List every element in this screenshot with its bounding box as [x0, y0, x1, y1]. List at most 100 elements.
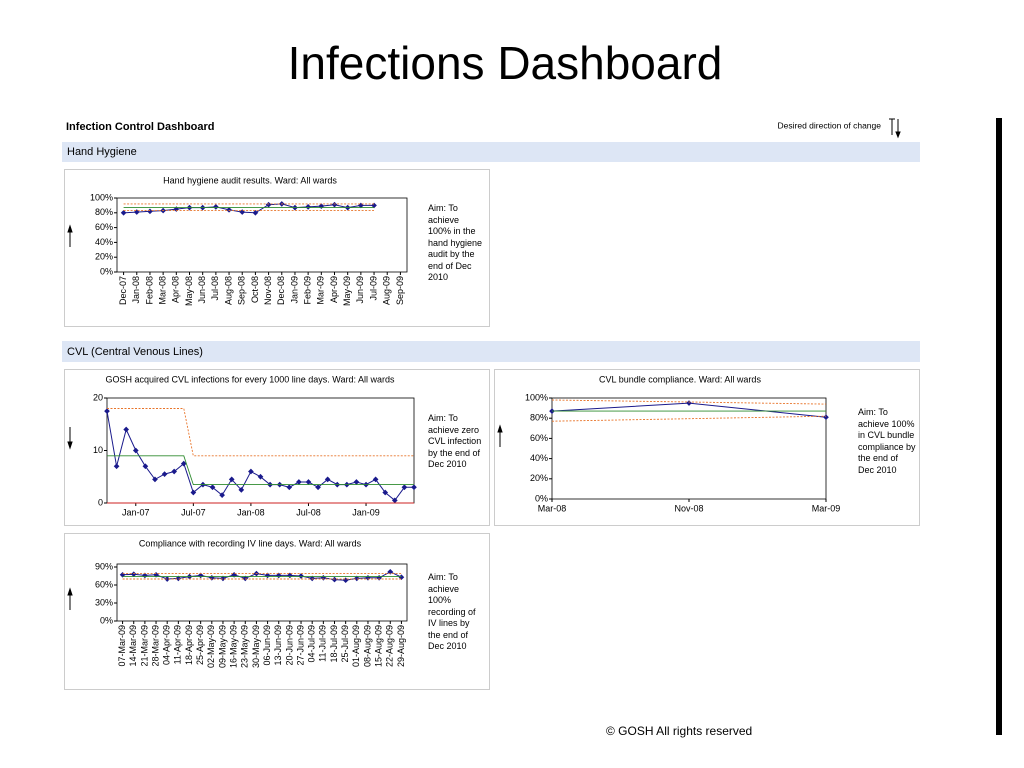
y-tick-label: 40% [530, 453, 548, 463]
section-bar [62, 142, 920, 162]
data-point [209, 484, 216, 491]
limit-line [107, 455, 414, 486]
x-tick-label: 30-May-09 [251, 625, 261, 668]
x-tick-label: Jan-07 [122, 507, 150, 517]
data-point [123, 426, 130, 433]
x-tick-label: 11-Jul-09 [318, 625, 328, 662]
section-bar [62, 341, 920, 362]
data-point [130, 571, 137, 578]
x-tick-label: Oct-08 [250, 276, 260, 303]
x-tick-label: Feb-09 [303, 276, 313, 305]
x-tick-label: Jan-09 [289, 276, 299, 304]
data-point [305, 204, 311, 210]
aim-text: Aim: To achieve zero CVL infection by th… [428, 413, 482, 469]
x-tick-label: Jan-08 [131, 276, 141, 304]
x-tick-label: 13-Jun-09 [273, 625, 283, 666]
data-point [171, 468, 177, 475]
data-point [252, 209, 259, 216]
data-point [382, 489, 389, 496]
x-tick-label: Mar-09 [316, 276, 326, 305]
x-tick-label: Nov-08 [263, 276, 273, 305]
x-tick-label: Jul-08 [296, 507, 321, 517]
x-tick-label: Jul-07 [181, 507, 206, 517]
x-tick-label: 02-May-09 [206, 625, 216, 668]
y-tick-label: 100% [90, 192, 113, 202]
data-point [411, 484, 417, 491]
x-tick-label: Apr-08 [171, 276, 181, 303]
data-point [120, 209, 127, 216]
x-tick-label: Apr-09 [329, 276, 339, 303]
x-tick-label: Dec-08 [276, 276, 286, 305]
data-point [228, 476, 235, 483]
x-tick-label: Jun-09 [355, 276, 365, 304]
data-point [213, 204, 219, 210]
slide-title: Infections Dashboard [287, 37, 723, 89]
chart-box [64, 369, 490, 526]
plot-frame [116, 197, 408, 273]
data-point [248, 468, 254, 475]
data-point [132, 447, 139, 454]
x-tick-label: 08-Aug-09 [362, 625, 372, 667]
data-point [219, 492, 225, 498]
x-tick-label: Jun-08 [197, 276, 207, 304]
data-point [113, 463, 120, 470]
x-tick-label: Mar-08 [538, 503, 567, 513]
data-point [239, 209, 246, 215]
x-tick-label: Jan-08 [237, 507, 265, 517]
data-point [173, 206, 180, 212]
x-tick-label: 22-Aug-09 [385, 625, 395, 667]
chart-box [494, 369, 920, 526]
data-point [342, 577, 349, 584]
limit-line [551, 415, 827, 422]
data-point [686, 400, 692, 406]
data-line [122, 571, 402, 581]
data-point [226, 207, 232, 213]
data-point [286, 484, 293, 491]
data-point [401, 484, 408, 491]
data-point [298, 573, 304, 579]
data-point [331, 201, 338, 208]
data-point [331, 576, 338, 583]
y-tick-label: 0% [535, 493, 548, 503]
y-tick-label: 0% [100, 266, 113, 276]
x-tick-label: 06-Jun-09 [262, 625, 272, 666]
data-point [376, 574, 382, 581]
dashboard-title: Infection Control Dashboard [66, 121, 215, 133]
x-tick-label: Nov-08 [674, 503, 703, 513]
data-point [823, 414, 829, 421]
x-tick-label: 28-Mar-09 [150, 625, 160, 667]
x-tick-label: 15-Aug-09 [373, 625, 383, 667]
x-tick-label: Sep-08 [237, 276, 247, 305]
x-tick-label: 27-Jun-09 [295, 625, 305, 666]
y-tick-label: 60% [95, 579, 113, 589]
data-point [353, 479, 360, 485]
x-tick-label: 18-Jul-09 [329, 625, 339, 663]
x-tick-label: 16-May-09 [228, 625, 238, 668]
y-tick-label: 40% [95, 237, 113, 247]
y-tick-label: 0% [100, 615, 113, 625]
data-point [315, 484, 321, 491]
data-point [152, 476, 158, 483]
x-tick-label: May-08 [184, 276, 194, 306]
y-tick-label: 20 [93, 392, 103, 402]
direction-label: Desired direction of change [778, 120, 882, 130]
aim-text: Aim: To achieve 100% recording of IV lin… [428, 572, 476, 651]
x-tick-label: 18-Apr-09 [184, 625, 194, 665]
data-point [180, 460, 187, 467]
data-point [365, 574, 371, 581]
data-point [104, 408, 110, 414]
data-point [164, 576, 171, 582]
y-tick-label: 20% [95, 252, 113, 262]
chart-title: Hand hygiene audit results. Ward: All wa… [163, 175, 337, 185]
aim-text: Aim: To achieve 100% in the hand hygiene… [428, 203, 483, 282]
chart-box [64, 169, 490, 327]
x-tick-label: 25-Apr-09 [195, 625, 205, 665]
x-tick-label: 14-Mar-09 [128, 625, 138, 667]
y-tick-label: 0 [98, 497, 103, 507]
data-point [133, 209, 140, 215]
x-tick-label: Jul-09 [368, 276, 378, 301]
y-tick-label: 10 [93, 445, 103, 455]
chart-title: Compliance with recording IV line days. … [139, 538, 362, 548]
